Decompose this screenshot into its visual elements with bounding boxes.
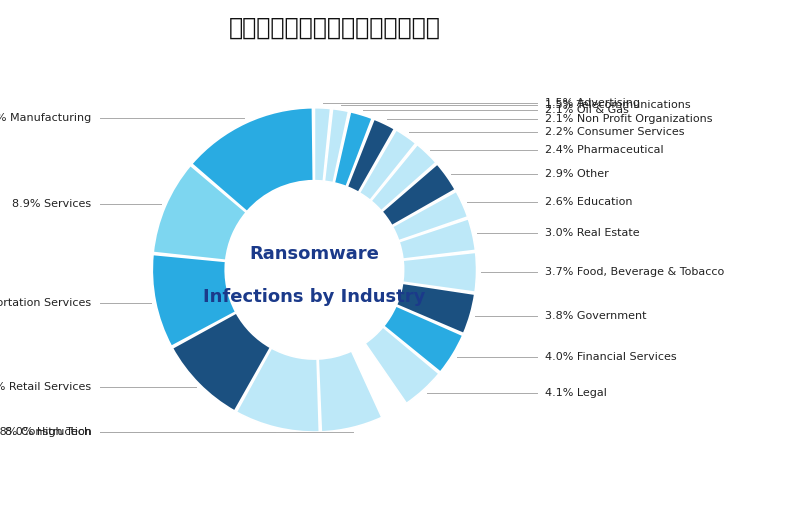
Wedge shape xyxy=(153,166,246,261)
Wedge shape xyxy=(365,327,439,403)
Text: 12.7% Manufacturing: 12.7% Manufacturing xyxy=(0,114,92,124)
Text: 1.5% Telecommunications: 1.5% Telecommunications xyxy=(545,100,691,110)
Wedge shape xyxy=(236,348,319,432)
Wedge shape xyxy=(384,306,462,372)
Text: 2.1% Non Profit Organizations: 2.1% Non Profit Organizations xyxy=(545,114,712,124)
Wedge shape xyxy=(347,119,395,193)
Wedge shape xyxy=(382,164,455,226)
Text: 2.4% Pharmaceutical: 2.4% Pharmaceutical xyxy=(545,145,664,155)
Text: 3.8% Government: 3.8% Government xyxy=(545,310,647,321)
Text: 8.3% Retail Services: 8.3% Retail Services xyxy=(0,383,92,392)
Wedge shape xyxy=(399,219,475,259)
Text: 2.2% Consumer Services: 2.2% Consumer Services xyxy=(545,127,685,137)
Wedge shape xyxy=(392,192,468,241)
Wedge shape xyxy=(359,130,416,200)
Text: 業種別のランサムウェア感染状況: 業種別のランサムウェア感染状況 xyxy=(228,16,440,39)
Wedge shape xyxy=(314,108,330,181)
Text: 5.8% Construction: 5.8% Construction xyxy=(0,427,92,438)
Text: 4.1% Legal: 4.1% Legal xyxy=(545,388,607,398)
Wedge shape xyxy=(334,112,373,186)
Text: 8.0% High Tech: 8.0% High Tech xyxy=(6,427,92,438)
Wedge shape xyxy=(192,108,314,212)
Wedge shape xyxy=(371,145,436,211)
Wedge shape xyxy=(325,109,349,183)
Text: 2.9% Other: 2.9% Other xyxy=(545,169,609,179)
Text: 8.9% Services: 8.9% Services xyxy=(13,199,92,209)
Text: 1.5% Advertising: 1.5% Advertising xyxy=(545,98,640,108)
Text: 2.6% Education: 2.6% Education xyxy=(545,197,633,207)
Text: 8.8% Transportation Services: 8.8% Transportation Services xyxy=(0,298,92,308)
Text: Ransomware: Ransomware xyxy=(249,244,380,263)
Wedge shape xyxy=(173,313,271,411)
Text: 3.7% Food, Beverage & Tobacco: 3.7% Food, Beverage & Tobacco xyxy=(545,267,724,277)
Text: 3.0% Real Estate: 3.0% Real Estate xyxy=(545,228,640,238)
Wedge shape xyxy=(396,283,474,334)
Wedge shape xyxy=(152,254,236,346)
Text: 2.1% Oil & Gas: 2.1% Oil & Gas xyxy=(545,105,629,115)
Text: Infections by Industry: Infections by Industry xyxy=(203,289,426,306)
Wedge shape xyxy=(403,252,477,292)
Wedge shape xyxy=(318,351,382,432)
Text: 4.0% Financial Services: 4.0% Financial Services xyxy=(545,352,677,362)
